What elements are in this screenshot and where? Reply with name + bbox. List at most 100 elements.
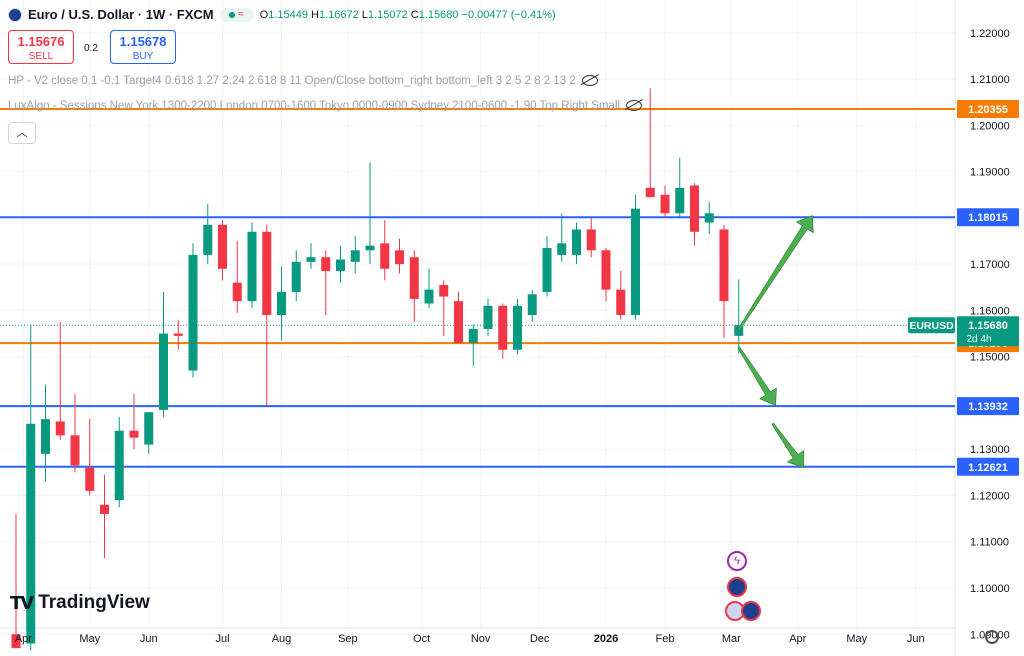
candle-body (513, 305, 522, 350)
candle (719, 224, 729, 339)
candle-body (395, 250, 404, 265)
y-tick-label: 1.12000 (970, 490, 1010, 502)
lightning-event-icon[interactable]: ϟ (727, 551, 747, 571)
candle-body (645, 187, 655, 198)
candle (601, 247, 611, 302)
candle-body (350, 250, 360, 262)
candle (675, 157, 685, 218)
indicator-hp-v2[interactable]: HP - V2 close 0.1 -0.1 Target4 0.618 1.2… (8, 75, 598, 87)
candle-body (365, 245, 375, 251)
candle (365, 162, 375, 265)
candle (586, 217, 596, 258)
candle-body (11, 634, 21, 649)
eye-off-icon[interactable] (626, 100, 643, 112)
ohlc-close: 1.15680 (418, 8, 459, 21)
candle-body (173, 333, 183, 336)
resistance-1.20355-tag (957, 99, 1019, 118)
candle-body (336, 259, 345, 272)
candle-body (454, 301, 463, 343)
ohlc-open: 1.15449 (268, 8, 308, 21)
candle (572, 222, 581, 265)
candle-body (439, 284, 449, 297)
candle (85, 419, 95, 496)
candle-body (527, 294, 537, 316)
support-1.13932-tag-label: 1.13932 (968, 401, 1008, 413)
candle (277, 266, 286, 341)
candle (100, 474, 109, 558)
tradingview-logo: 𝗧𝗩 TradingView (10, 592, 150, 614)
y-tick-label: 1.22000 (970, 28, 1010, 40)
market-status-icon[interactable]: ≈ (219, 7, 254, 22)
x-tick-label: Aug (272, 633, 292, 645)
x-tick-label: Dec (530, 633, 550, 645)
x-tick-label: Mar (722, 633, 741, 645)
indicator-hp-v2-label: HP - V2 close 0.1 -0.1 Target4 0.618 1.2… (8, 75, 576, 87)
eye-off-icon[interactable] (581, 75, 598, 87)
candle-body (704, 213, 714, 223)
symbol-tag (908, 317, 955, 334)
chevron-up-icon: ︿ (16, 127, 28, 139)
candle-body (203, 224, 213, 255)
candle (218, 220, 227, 281)
candle (26, 324, 36, 651)
ohlc-low: 1.15072 (367, 8, 408, 21)
indicator-luxalgo-sessions[interactable]: LuxAlgo - Sessions New York 1300-2200 Lo… (8, 100, 643, 112)
symbol-tag-label: EURUSD (909, 320, 954, 332)
last-price-tag (957, 316, 1019, 347)
candle-body (380, 243, 390, 269)
y-tick-label: 1.20000 (970, 120, 1010, 132)
y-tick-label: 1.19000 (970, 167, 1010, 179)
y-tick-label: 1.11000 (970, 537, 1009, 549)
ohlc-high: 1.16672 (318, 8, 359, 21)
eu-event-icon[interactable] (741, 601, 761, 621)
support-1.12621-tag-label: 1.12621 (968, 462, 1008, 474)
collapse-legend-button[interactable]: ︿ (8, 122, 36, 144)
candle (660, 185, 670, 218)
candle (542, 236, 552, 297)
candle-body (26, 423, 36, 644)
arrow-up-target (737, 215, 814, 331)
candle-body (719, 229, 729, 302)
sell-label: SELL (28, 51, 54, 62)
eu-event-icon[interactable] (727, 577, 747, 597)
candle-body (557, 243, 567, 255)
candle-body (55, 421, 65, 436)
resistance-1.18015-tag-label: 1.18015 (968, 212, 1008, 224)
candle (616, 271, 626, 320)
candle (380, 220, 390, 281)
candle-body (631, 208, 640, 316)
sell-button[interactable]: 1.15676 SELL (8, 30, 74, 64)
y-tick-label: 1.16000 (970, 305, 1010, 317)
buy-label: BUY (132, 51, 154, 62)
candle-body (291, 261, 301, 292)
gear-icon[interactable] (985, 630, 999, 644)
candle (159, 291, 168, 417)
symbol-title[interactable]: Euro / U.S. Dollar · 1W · FXCM (28, 7, 214, 22)
candle (557, 213, 567, 262)
candle-body (616, 289, 626, 316)
tradingview-wordmark: TradingView (38, 592, 150, 613)
candle (468, 324, 478, 366)
candle-body (675, 187, 685, 214)
x-tick-label: May (79, 633, 100, 645)
x-tick-label: Oct (413, 633, 430, 645)
candle-body (100, 504, 109, 514)
candle (424, 268, 434, 309)
resistance-1.20355-tag-label: 1.20355 (968, 104, 1008, 116)
buy-button[interactable]: 1.15678 BUY (110, 30, 176, 64)
candle (498, 303, 508, 360)
buy-price: 1.15678 (119, 34, 167, 49)
x-tick-label: Feb (656, 633, 675, 645)
candle (114, 416, 124, 508)
candle (321, 250, 331, 316)
candle (734, 279, 744, 354)
resistance-1.18015-tag (957, 208, 1019, 227)
y-tick-label: 1.15000 (970, 352, 1010, 364)
candle (55, 321, 65, 440)
candle (409, 250, 419, 322)
candle-body (424, 289, 434, 304)
candle-body (306, 257, 316, 262)
candle (690, 183, 699, 246)
x-tick-label: Sep (338, 633, 358, 645)
